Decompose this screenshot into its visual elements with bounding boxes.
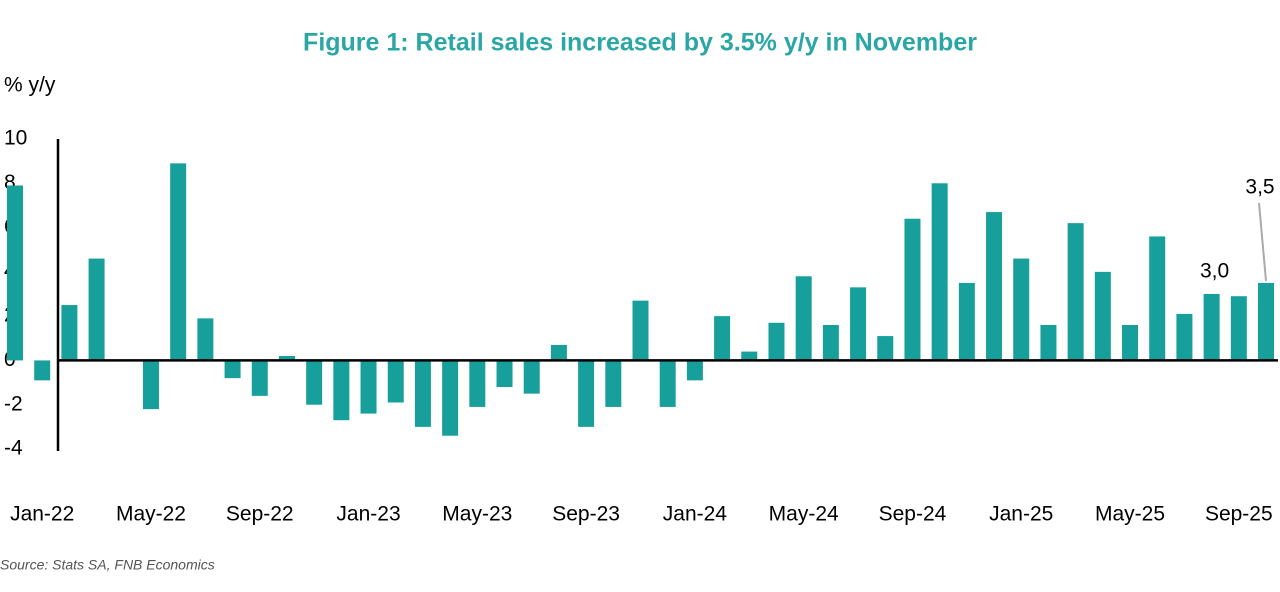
bar [768, 322, 785, 361]
bar [278, 356, 295, 361]
bar [1203, 294, 1220, 361]
bar [1258, 282, 1274, 361]
bar [61, 305, 78, 361]
bar [1122, 325, 1139, 361]
bar [714, 316, 731, 361]
bar [741, 351, 758, 361]
bar [34, 360, 51, 381]
y-tick-label: 8 [4, 171, 16, 194]
bar [360, 360, 377, 414]
y-tick-label: -4 [4, 437, 23, 460]
bar [822, 325, 839, 361]
bar [1013, 258, 1030, 361]
bar [88, 258, 105, 361]
bar [496, 360, 513, 387]
data-label: 3,0 [1200, 260, 1229, 283]
bar [469, 360, 486, 407]
bar [523, 360, 540, 394]
bar [958, 282, 975, 361]
bar [1067, 223, 1084, 361]
x-tick-label: Sep-22 [226, 503, 294, 526]
bar [850, 287, 867, 361]
x-tick-label: May-23 [442, 503, 512, 526]
y-tick-label: -2 [4, 392, 23, 415]
bar [1176, 313, 1193, 361]
bar [1149, 236, 1166, 361]
bar [7, 185, 23, 361]
x-tick-label: May-24 [769, 503, 839, 526]
bar [686, 360, 703, 381]
y-axis-label: % y/y [4, 74, 56, 97]
bar [877, 336, 894, 361]
chart-title: Figure 1: Retail sales increased by 3.5%… [303, 29, 977, 57]
x-tick-label: Jan-24 [663, 503, 728, 526]
bar [931, 183, 948, 361]
bar [333, 360, 350, 421]
bar [1094, 271, 1111, 361]
bar [306, 360, 323, 405]
bar [986, 212, 1003, 361]
x-tick-label: May-22 [116, 503, 186, 526]
x-tick-label: Sep-24 [879, 503, 947, 526]
bar [142, 360, 159, 410]
bar [659, 360, 676, 407]
bar [414, 360, 431, 427]
bar [387, 360, 404, 403]
x-tick-label: Jan-23 [336, 503, 400, 526]
bar [904, 218, 921, 361]
x-tick-label: Sep-23 [552, 503, 620, 526]
bar [605, 360, 622, 407]
bar [550, 344, 567, 361]
bar [632, 300, 649, 361]
bar [578, 360, 595, 427]
x-tick-label: May-25 [1095, 503, 1165, 526]
x-tick-label: Jan-25 [989, 503, 1053, 526]
x-tick-label: Jan-22 [10, 503, 74, 526]
leader-line [1258, 202, 1267, 282]
x-tick-label: Sep-25 [1205, 503, 1273, 526]
y-tick-label: 10 [4, 127, 27, 150]
bar [795, 276, 812, 361]
bar [251, 360, 268, 396]
bar [224, 360, 241, 379]
bar [197, 318, 214, 361]
bar [1040, 325, 1057, 361]
bar [170, 163, 187, 361]
bar [1230, 296, 1247, 361]
data-label: 3,5 [1245, 176, 1274, 199]
source-note: Source: Stats SA, FNB Economics [0, 557, 215, 573]
bar [442, 360, 459, 436]
